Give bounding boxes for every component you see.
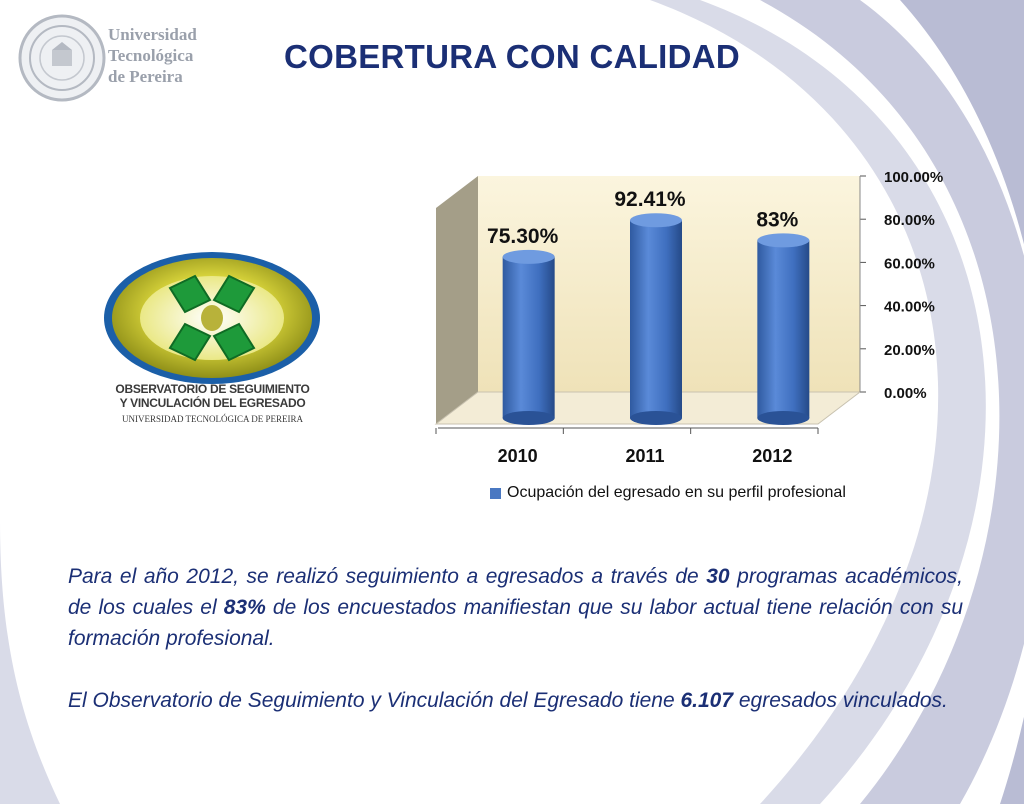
bar-base-2011 — [630, 411, 682, 425]
observatorio-logo-line1: OBSERVATORIO DE SEGUIMIENTO — [115, 382, 310, 396]
university-name-line1: Universidad — [108, 25, 197, 44]
bar-2010 — [502, 256, 555, 418]
y-tick-label: 20.00% — [884, 342, 935, 359]
bar-chart: 0.00% 20.00% 40.00% 60.00% 80.00% 100.00% 75.3… — [434, 169, 943, 466]
p1-text-2: programas académicos, de los cuales el — [68, 565, 963, 619]
p1-programs-count: 30 — [706, 565, 730, 588]
observatorio-logo — [104, 252, 320, 384]
chart-legend: Ocupación del egresado en su perfil prof… — [490, 484, 846, 502]
bar-base-2010 — [502, 411, 555, 425]
p2-text-1: El Observatorio de Seguimiento y Vincula… — [68, 689, 681, 712]
chart-side-wall — [436, 176, 478, 424]
y-tick-label: 60.00% — [884, 255, 935, 272]
y-tick-label: 0.00% — [884, 385, 927, 402]
p1-percentage: 83% — [223, 596, 266, 619]
observatorio-logo-line2: Y VINCULACIÓN DEL EGRESADO — [119, 396, 306, 410]
data-label: 92.41% — [614, 188, 686, 211]
p1-text-1: Para el año 2012, se realizó seguimiento… — [68, 565, 707, 588]
bar-2012 — [757, 240, 810, 418]
legend-label: Ocupación del egresado en su perfil prof… — [507, 484, 846, 501]
university-seal-logo — [18, 14, 106, 102]
p2-graduates-count: 6.107 — [680, 689, 734, 712]
legend-swatch — [490, 487, 501, 499]
data-label: 83% — [756, 208, 798, 231]
university-name-line3: de Pereira — [108, 67, 183, 86]
y-tick-label: 100.00% — [884, 169, 943, 186]
bar-top-2012 — [757, 233, 810, 248]
paragraph-coverage: Para el año 2012, se realizó seguimiento… — [68, 561, 963, 654]
university-name: Universidad Tecnológica de Pereira — [108, 24, 197, 87]
x-tick-label: 2012 — [752, 446, 792, 466]
bar-2011 — [630, 220, 682, 418]
observatorio-logo-line3: UNIVERSIDAD TECNOLÓGICA DE PEREIRA — [121, 414, 304, 424]
slide-title: COBERTURA CON CALIDAD — [283, 38, 741, 75]
p2-text-2: egresados vinculados. — [733, 689, 948, 712]
x-tick-label: 2010 — [498, 446, 538, 466]
x-tick-label: 2011 — [625, 446, 664, 466]
bar-top-2010 — [502, 249, 555, 264]
paragraph-observatorio: El Observatorio de Seguimiento y Vincula… — [68, 685, 963, 716]
bar-base-2012 — [757, 411, 810, 425]
y-tick-label: 40.00% — [884, 299, 935, 316]
data-label: 75.30% — [487, 225, 559, 248]
university-name-line2: Tecnológica — [108, 46, 194, 65]
y-tick-label: 80.00% — [884, 212, 935, 229]
p1-text-3: de los encuestados manifiestan que su la… — [68, 596, 963, 650]
bar-top-2011 — [630, 213, 682, 228]
